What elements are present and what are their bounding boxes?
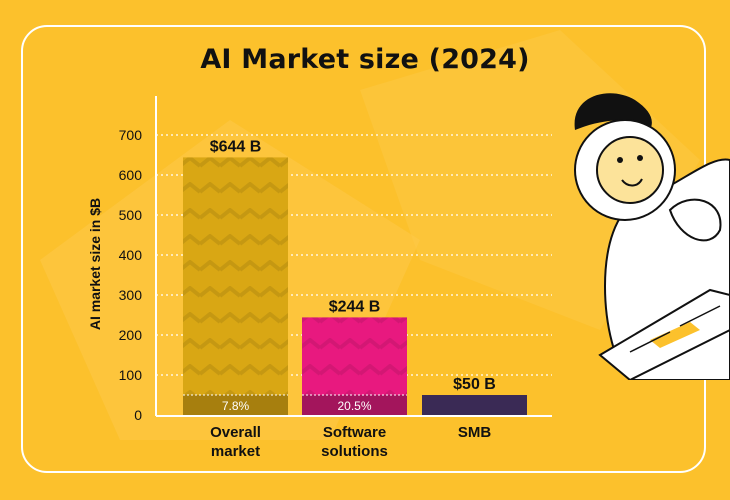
y-axis-tick-labels: 0 100 200 300 400 500 600 700 — [119, 127, 143, 423]
overall-market-category-label: market — [211, 443, 260, 460]
y-tick-label: 100 — [119, 367, 143, 383]
smb-value-label: $50 B — [453, 376, 496, 393]
overall-market-value-label: $644 B — [210, 138, 262, 155]
smb-category-label: SMB — [458, 424, 492, 441]
software-solutions-category-label: Software — [323, 424, 386, 441]
overall-market-bar-pattern — [183, 157, 288, 415]
smb-bar — [422, 395, 527, 415]
bars: 7.8% $644 B 20.5% $244 B $50 B — [183, 138, 527, 415]
astronaut-smile — [621, 178, 643, 187]
y-tick-label: 0 — [134, 407, 142, 423]
document-line — [679, 305, 721, 327]
document-line — [629, 331, 671, 353]
astronaut-hand — [668, 198, 722, 242]
overall-market-share-segment — [183, 395, 288, 415]
overall-market-share-label: 7.8% — [222, 399, 250, 413]
software-solutions-share-segment — [302, 395, 407, 415]
astronaut-eye-left — [617, 157, 623, 163]
y-tick-label: 300 — [119, 287, 143, 303]
software-solutions-value-label: $244 B — [329, 298, 381, 315]
chart-title: AI Market size (2024) — [200, 44, 530, 75]
astronaut-illustration — [574, 93, 730, 380]
astronaut-face — [596, 136, 664, 204]
software-solutions-share-label: 20.5% — [337, 399, 371, 413]
software-solutions-category-label: solutions — [321, 443, 388, 460]
astronaut-eye-right — [637, 155, 643, 161]
y-tick-label: 500 — [119, 207, 143, 223]
x-axis-category-labels: Overall market Software solutions SMB — [210, 424, 491, 460]
y-tick-label: 700 — [119, 127, 143, 143]
y-axis-label: AI market size in $B — [87, 198, 103, 330]
y-tick-label: 200 — [119, 327, 143, 343]
y-tick-label: 600 — [119, 167, 143, 183]
document-highlight — [650, 322, 700, 348]
overall-market-category-label: Overall — [210, 424, 261, 441]
y-tick-label: 400 — [119, 247, 143, 263]
